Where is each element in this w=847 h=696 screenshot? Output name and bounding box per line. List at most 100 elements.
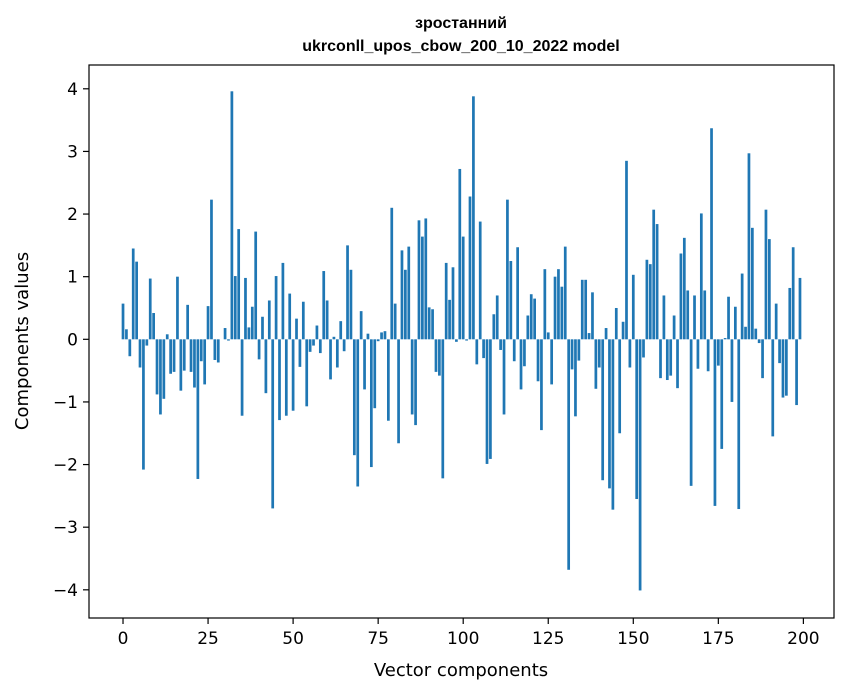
bar-12 <box>162 339 166 399</box>
bar-164 <box>679 253 683 340</box>
bar-74 <box>373 339 377 409</box>
bar-131 <box>567 339 571 570</box>
bar-34 <box>237 229 241 340</box>
bar-124 <box>543 269 547 340</box>
bar-108 <box>489 339 492 459</box>
bars-group <box>121 91 802 591</box>
bar-163 <box>676 339 679 389</box>
bar-134 <box>577 339 581 361</box>
x-tick-label: 0 <box>118 629 129 649</box>
bar-99 <box>458 168 462 340</box>
bar-104 <box>475 339 479 365</box>
bar-112 <box>502 339 506 415</box>
x-tick-label: 175 <box>702 629 734 649</box>
y-tick-label: −3 <box>53 518 78 538</box>
bar-120 <box>529 294 533 340</box>
bar-158 <box>659 339 662 379</box>
plot-frame <box>88 64 835 619</box>
bar-133 <box>574 339 577 417</box>
bar-157 <box>655 224 659 340</box>
bar-63 <box>335 339 339 368</box>
bar-13 <box>165 334 169 340</box>
bar-73 <box>369 339 373 468</box>
bar-159 <box>662 295 666 340</box>
bar-118 <box>523 339 526 367</box>
bar-187 <box>757 339 761 344</box>
bar-75 <box>376 339 380 342</box>
bar-39 <box>254 231 258 340</box>
bar-14 <box>169 339 172 374</box>
bar-16 <box>176 276 179 340</box>
bar-193 <box>778 339 781 364</box>
bar-35 <box>240 339 244 416</box>
bar-106 <box>482 339 485 359</box>
bar-146 <box>618 339 622 434</box>
bar-115 <box>512 339 516 362</box>
bar-71 <box>363 339 366 390</box>
bar-58 <box>318 339 322 354</box>
x-tick-label: 100 <box>447 629 479 649</box>
bar-40 <box>257 339 261 360</box>
bar-172 <box>706 339 710 372</box>
bar-116 <box>516 247 519 340</box>
y-tick-label: 1 <box>67 268 78 288</box>
bar-78 <box>387 339 390 421</box>
bar-168 <box>693 295 696 340</box>
bar-113 <box>506 199 509 340</box>
bar-62 <box>332 336 336 340</box>
bar-79 <box>390 207 394 340</box>
chart-title: зростанний <box>415 15 507 32</box>
x-axis: 0 25 50 75 100 125 150 175 200 <box>118 618 820 649</box>
bar-177 <box>723 338 727 340</box>
bar-30 <box>223 328 227 340</box>
bar-37 <box>247 327 251 340</box>
y-tick-label: 0 <box>67 330 78 350</box>
bar-84 <box>407 246 411 340</box>
bar-143 <box>608 339 611 489</box>
bar-51 <box>295 318 298 340</box>
bar-95 <box>444 262 448 340</box>
y-axis-label: Components values <box>12 252 33 430</box>
bar-98 <box>455 339 458 342</box>
x-axis-label: Vector components <box>374 660 548 681</box>
bar-26 <box>210 199 213 340</box>
bar-151 <box>635 339 639 500</box>
bar-54 <box>305 339 309 407</box>
bar-68 <box>352 339 356 456</box>
bar-24 <box>203 339 207 385</box>
bar-90 <box>427 307 431 340</box>
bar-4 <box>135 261 138 340</box>
bar-21 <box>193 339 196 388</box>
bar-140 <box>597 339 601 368</box>
bar-139 <box>594 339 598 389</box>
bar-182 <box>740 273 744 340</box>
bar-38 <box>250 306 254 340</box>
bar-183 <box>744 326 747 340</box>
bar-96 <box>448 299 451 340</box>
bar-107 <box>485 339 489 464</box>
bar-165 <box>682 237 686 340</box>
bar-77 <box>383 331 387 340</box>
chart-subtitle: ukrconll_upos_cbow_200_10_2022 model <box>302 38 619 55</box>
bar-155 <box>648 264 652 340</box>
bar-152 <box>638 339 642 591</box>
bar-121 <box>533 298 536 340</box>
bar-148 <box>625 160 628 340</box>
bar-44 <box>271 339 275 509</box>
bar-5 <box>138 339 142 368</box>
bar-3 <box>131 248 135 340</box>
bar-89 <box>424 218 428 340</box>
bar-102 <box>468 196 472 340</box>
bar-197 <box>791 247 795 340</box>
bar-94 <box>441 339 445 479</box>
bar-154 <box>645 259 649 340</box>
bar-136 <box>584 279 588 340</box>
bar-23 <box>199 339 203 362</box>
bar-45 <box>274 276 278 340</box>
bar-17 <box>179 339 183 391</box>
x-tick-label: 25 <box>197 629 219 649</box>
bar-69 <box>356 339 360 487</box>
bar-105 <box>478 221 482 340</box>
bar-52 <box>298 339 302 367</box>
